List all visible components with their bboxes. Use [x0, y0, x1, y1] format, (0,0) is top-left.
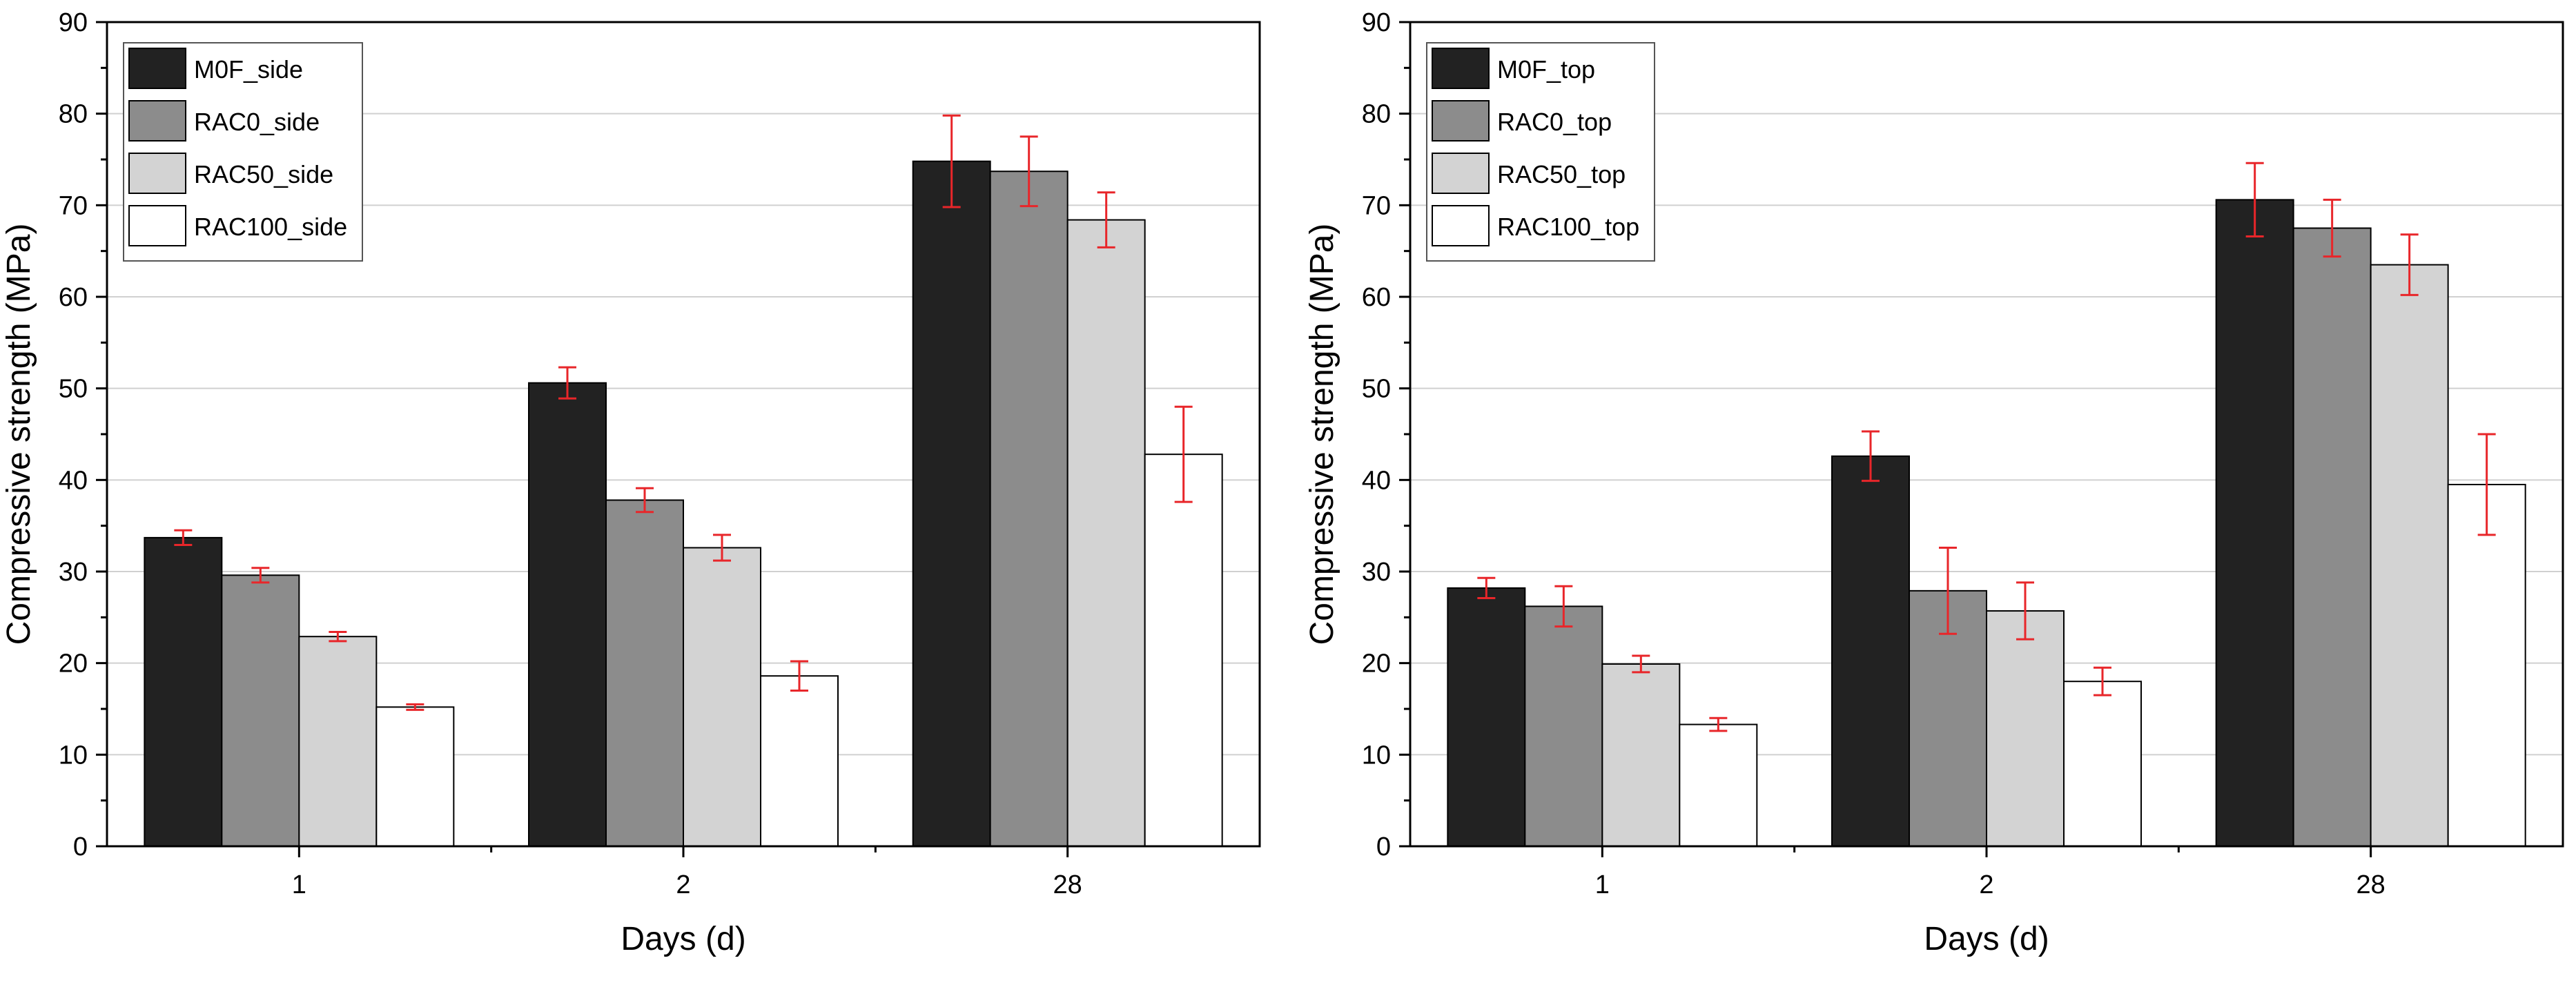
x-tick-label: 28 — [1053, 870, 1082, 899]
bar-RAC100_side-1 — [375, 706, 455, 848]
bar-RAC100_top-2 — [2063, 681, 2142, 848]
y-axis-label: Compressive strength (MPa) — [1304, 224, 1340, 645]
y-axis-label: Compressive strength (MPa) — [1, 224, 37, 645]
y-tick-label: 10 — [59, 741, 88, 770]
y-tick-label: 20 — [59, 650, 88, 679]
x-tick-label: 1 — [292, 870, 306, 899]
y-tick-label: 60 — [59, 283, 88, 312]
bar-RAC50_top-2 — [1986, 610, 2065, 848]
legend-label-RAC100_top: RAC100_top — [1497, 213, 1639, 241]
y-tick-label: 90 — [59, 8, 88, 37]
y-tick-label: 70 — [59, 191, 88, 220]
legend-label-RAC100_side: RAC100_side — [194, 213, 347, 241]
x-tick-label: 2 — [676, 870, 690, 899]
y-tick-label: 40 — [59, 466, 88, 495]
bar-RAC50_side-1 — [298, 636, 378, 848]
x-tick-label: 28 — [2357, 870, 2385, 899]
left-panel: 0 10 20 30 40 50 60 70 80 90 1 2 28 Days (d) Compressi… — [1, 8, 1261, 957]
legend-label-RAC0_top: RAC0_top — [1497, 108, 1612, 136]
bar-M0F_side-28 — [912, 160, 991, 848]
y-tick-label: 20 — [1362, 650, 1391, 679]
y-tick-label: 0 — [1376, 832, 1391, 861]
y-tick-label: 10 — [1362, 741, 1391, 770]
legend-swatch-RAC50_top — [1432, 153, 1490, 194]
legend-label-M0F_side: M0F_side — [194, 55, 303, 84]
right-panel: 0 10 20 30 40 50 60 70 80 90 1 2 28 Days (d) Compressi… — [1304, 8, 2564, 957]
y-tick-label: 70 — [1362, 191, 1391, 220]
bar-RAC0_top-1 — [1524, 605, 1603, 847]
bar-RAC50_side-2 — [683, 547, 761, 847]
y-tick-label: 30 — [1362, 558, 1391, 587]
legend-label-RAC0_side: RAC0_side — [194, 108, 320, 136]
y-tick-label: 30 — [59, 558, 88, 587]
legend-label-M0F_top: M0F_top — [1497, 55, 1595, 84]
legend-swatch-RAC50_side — [128, 153, 186, 194]
legend-label-RAC50_top: RAC50_top — [1497, 160, 1626, 188]
bar-M0F_side-2 — [528, 382, 607, 847]
bar-RAC0_side-2 — [605, 499, 684, 848]
bar-RAC100_side-28 — [1144, 454, 1223, 847]
y-tick-label: 50 — [1362, 375, 1391, 404]
y-tick-label: 40 — [1362, 466, 1391, 495]
bar-M0F_top-2 — [1831, 455, 1910, 847]
bar-RAC0_top-28 — [2292, 227, 2372, 847]
y-tick-label: 50 — [59, 375, 88, 404]
y-tick-label: 60 — [1362, 283, 1391, 312]
legend-swatch-M0F_side — [128, 48, 186, 89]
legend-swatch-RAC100_side — [128, 205, 186, 246]
y-tick-label: 0 — [73, 832, 88, 861]
legend-swatch-RAC100_top — [1432, 205, 1490, 246]
bar-M0F_top-28 — [2215, 199, 2294, 847]
legend-swatch-RAC0_side — [128, 100, 186, 142]
x-tick-label: 2 — [1979, 870, 1993, 899]
legend-swatch-M0F_top — [1432, 48, 1490, 89]
y-tick-label: 80 — [59, 100, 88, 129]
bar-RAC100_top-1 — [1679, 723, 1758, 848]
x-tick-label: 1 — [1595, 870, 1610, 899]
bar-RAC100_side-2 — [760, 675, 839, 847]
y-tick-label: 80 — [1362, 100, 1391, 129]
bar-RAC0_side-1 — [221, 574, 300, 847]
bar-RAC50_top-28 — [2370, 264, 2449, 848]
y-tick-label: 90 — [1362, 8, 1391, 37]
bar-M0F_top-1 — [1447, 587, 1526, 847]
bar-M0F_side-1 — [144, 536, 223, 847]
legend-label-RAC50_side: RAC50_side — [194, 160, 333, 188]
bar-RAC0_side-28 — [989, 170, 1069, 848]
x-axis-label: Days (d) — [1924, 921, 2049, 957]
x-axis-label: Days (d) — [621, 921, 745, 957]
bar-RAC50_side-28 — [1066, 219, 1146, 847]
bar-RAC50_top-1 — [1601, 663, 1681, 847]
bar-RAC100_top-28 — [2447, 483, 2526, 847]
legend-swatch-RAC0_top — [1432, 100, 1490, 142]
